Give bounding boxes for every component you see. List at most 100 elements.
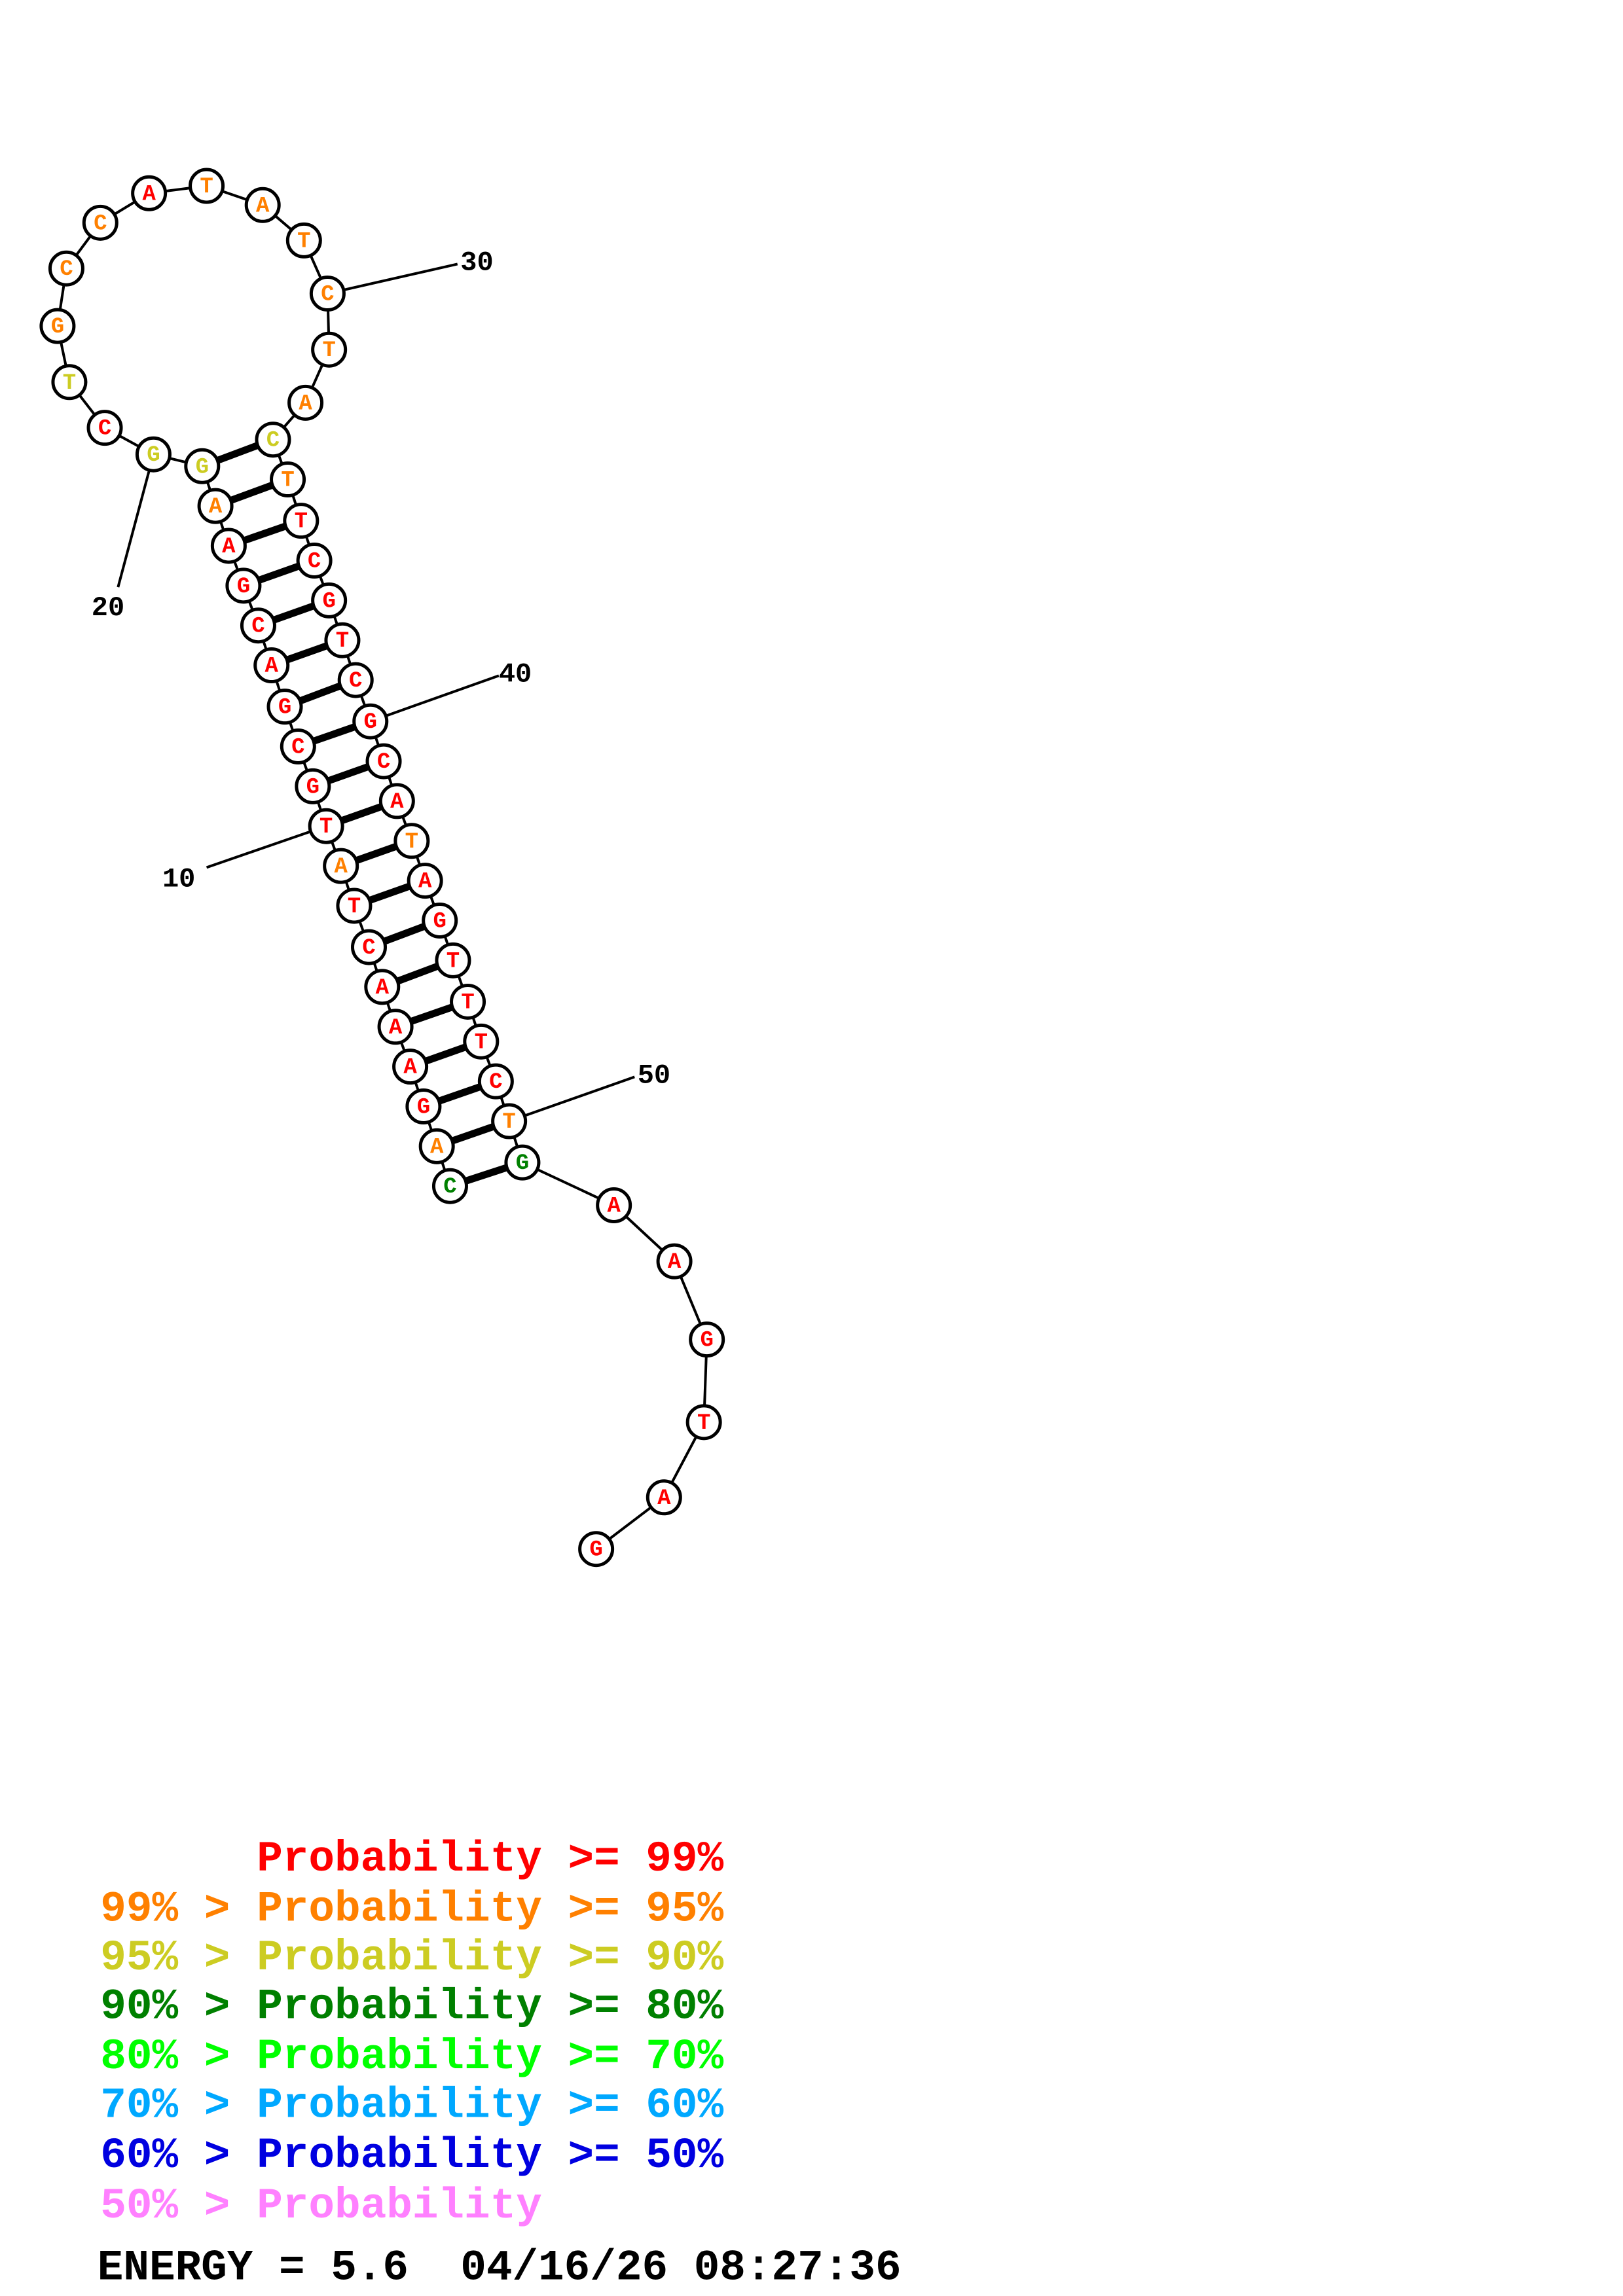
nucleotide: T (324, 622, 361, 658)
nucleotide-circle (39, 308, 76, 344)
nucleotide: G (352, 703, 389, 740)
legend-prefix: 70% > (100, 2081, 230, 2130)
nucleotide: C (477, 1063, 514, 1100)
nucleotide-circle (405, 1088, 442, 1124)
nucleotide-circle (689, 1321, 725, 1358)
nucleotide: T (189, 168, 225, 204)
nucleotide-letter: T (297, 229, 310, 254)
nucleotide-circle (365, 743, 402, 780)
nucleotide-circle (311, 331, 348, 368)
nucleotide: G (504, 1144, 541, 1181)
probability-legend: Probability >= 99% 99% > Probability >= 95… (100, 1835, 723, 2231)
legend-row: 80% > Probability >= 70% (100, 2032, 723, 2081)
nucleotide: G (135, 436, 172, 473)
position-label: 40 (499, 658, 532, 690)
legend-label: Probability >= 60% (257, 2081, 723, 2130)
backbone (56, 185, 708, 1551)
nucleotide-letter: A (657, 1486, 671, 1511)
nucleotide-circle (491, 1103, 528, 1139)
position-tick (117, 454, 155, 588)
nucleotide-circle (210, 528, 247, 564)
nucleotide-circle (244, 187, 281, 223)
nucleotide-circle (351, 929, 387, 965)
nucleotide-circle (364, 969, 401, 1005)
nucleotide: G (405, 1088, 442, 1124)
nucleotide-circle (135, 436, 172, 473)
nucleotide-letter: A (209, 495, 223, 520)
nucleotide-letter: G (700, 1329, 713, 1354)
legend-label: Probability >= 95% (257, 1885, 723, 1934)
nucleotide-letter: A (376, 976, 390, 1001)
nucleotide-circle (287, 384, 324, 421)
nucleotide: C (280, 728, 316, 765)
nucleotide: A (656, 1243, 693, 1280)
nucleotide-circle (324, 622, 361, 658)
nucleotide-letter: A (256, 194, 270, 219)
nucleotide-letter: G (516, 1151, 529, 1176)
nucleotide-letter: A (222, 535, 236, 560)
legend-row: 50% > Probability (100, 2181, 542, 2231)
nucleotide-circle (283, 503, 319, 539)
nucleotide-letter: A (430, 1135, 444, 1160)
nucleotide-letter: A (334, 855, 348, 880)
nucleotide: G (295, 768, 331, 804)
legend-prefix: 50% > (100, 2181, 230, 2231)
nucleotide-circle (48, 250, 84, 287)
nucleotide-letter: A (390, 790, 404, 815)
nucleotide-circle (656, 1243, 693, 1280)
nucleotide: T (463, 1023, 500, 1060)
nucleotide: T (336, 888, 373, 924)
nucleotide-circle (309, 276, 346, 312)
nucleotide-letter: C (362, 936, 375, 961)
position-labels: 10 20 30 40 50 (92, 247, 670, 1122)
nucleotide: C (82, 204, 119, 241)
legend-prefix: 60% > (100, 2131, 230, 2180)
position-tick (370, 674, 500, 723)
legend-prefix: 99% > (100, 1885, 230, 1934)
nucleotide: T (308, 808, 344, 844)
base-pairs (200, 436, 524, 1190)
nucleotide: A (253, 647, 290, 684)
nucleotide: T (491, 1103, 528, 1139)
nucleotide: G (311, 582, 348, 619)
nucleotide: G (266, 689, 303, 725)
legend-label: Probability >= 90% (257, 1933, 723, 1982)
nucleotide-letter: G (237, 575, 250, 600)
nucleotide-letter: T (475, 1030, 488, 1055)
legend-row: 90% > Probability >= 80% (100, 1982, 723, 2031)
position-label: 20 (92, 592, 124, 624)
legend-row: 70% > Probability >= 60% (100, 2081, 723, 2130)
nucleotide-letter: G (278, 696, 291, 721)
nucleotide-letter: C (94, 211, 107, 236)
nucleotide-letter: T (200, 175, 213, 200)
nucleotide: A (287, 384, 324, 421)
nucleotide-circle (504, 1144, 541, 1181)
nucleotide-letter: T (447, 949, 460, 974)
position-tick (206, 825, 327, 869)
position-label: 30 (460, 247, 493, 278)
nucleotide-circle (296, 543, 333, 579)
nucleotide: T (285, 222, 322, 259)
position-label: 10 (162, 864, 195, 895)
nucleotide-circle (422, 902, 458, 939)
nucleotide-letter: A (418, 870, 432, 895)
nucleotide: T (393, 823, 430, 859)
legend-label: Probability >= 80% (257, 1982, 723, 2031)
nucleotide-letter: A (389, 1016, 403, 1041)
nucleotide: G (184, 448, 221, 484)
nucleotide-letter: A (403, 1056, 417, 1081)
nucleotide-letter: C (443, 1175, 456, 1200)
nucleotide-letter: C (291, 736, 304, 761)
nucleotide-circle (418, 1128, 455, 1164)
nucleotide-letter: A (265, 655, 279, 679)
nucleotide-letter: T (461, 990, 474, 1015)
nucleotide-circle (255, 422, 291, 458)
nucleotide: A (364, 969, 401, 1005)
legend-row: 60% > Probability >= 50% (100, 2131, 723, 2180)
nucleotide-letter: T (319, 815, 333, 840)
nucleotide: G (225, 567, 262, 604)
legend-row: Probability >= 99% (257, 1835, 723, 1884)
nucleotide-letter: C (321, 283, 334, 308)
legend-prefix: 90% > (100, 1982, 230, 2031)
